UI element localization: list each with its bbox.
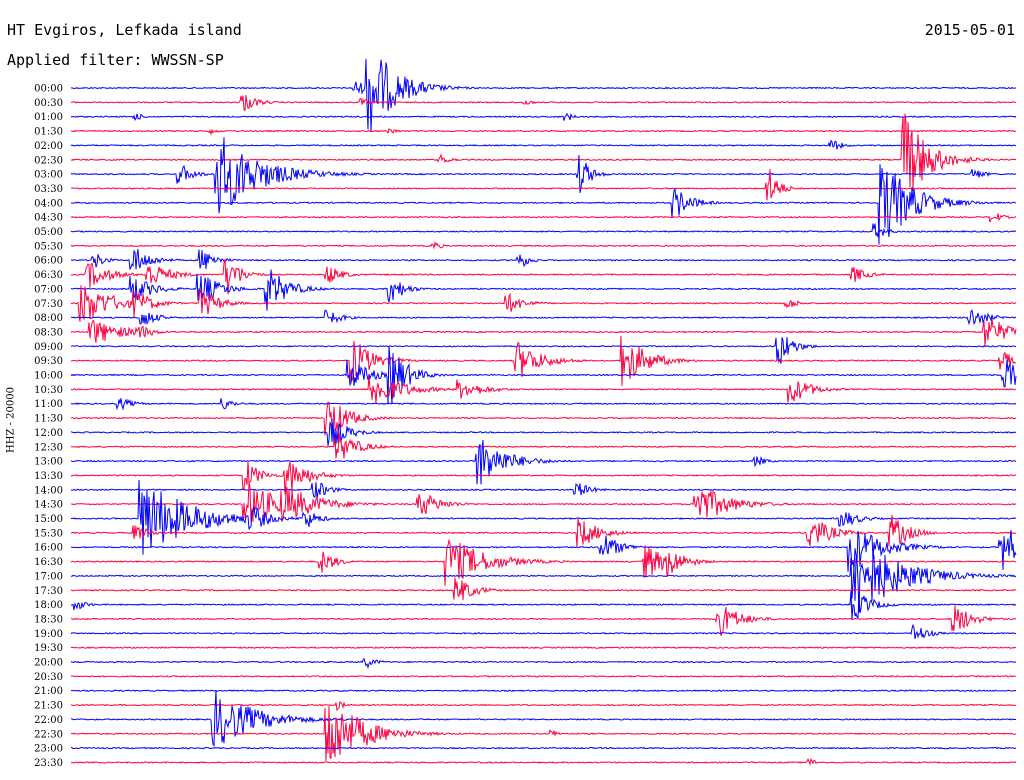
- tick-label-0400: 04:00: [34, 198, 63, 209]
- trace-line-1830: [70, 605, 1017, 636]
- tick-label-1200: 12:00: [34, 428, 63, 439]
- trace-line-1330: [70, 460, 1017, 495]
- tick-label-0100: 01:00: [34, 112, 63, 123]
- tick-label-0900: 09:00: [34, 342, 63, 353]
- tick-label-1300: 13:00: [34, 457, 63, 468]
- trace-line-0400: [71, 164, 1017, 245]
- trace-line-1030: [70, 375, 1017, 403]
- tick-label-0930: 09:30: [34, 356, 63, 367]
- tick-label-0630: 06:30: [34, 270, 63, 281]
- trace-line-2000: [70, 657, 1017, 669]
- trace-line-1730: [70, 577, 1017, 601]
- tick-label-2200: 22:00: [34, 715, 63, 726]
- trace-line-2100: [70, 689, 1017, 693]
- tick-label-1130: 11:30: [34, 414, 63, 425]
- trace-line-1900: [70, 623, 1017, 639]
- trace-line-0630: [70, 258, 1017, 295]
- tick-label-0530: 05:30: [34, 241, 63, 252]
- trace-line-1200: [70, 418, 1017, 446]
- trace-line-0130: [70, 128, 1017, 136]
- tick-label-0700: 07:00: [34, 284, 63, 295]
- tick-label-1530: 15:30: [34, 528, 63, 539]
- trace-line-1000: [70, 345, 1017, 405]
- trace-line-0330: [70, 169, 1017, 201]
- trace-line-2330: [70, 757, 1017, 766]
- tick-label-2000: 20:00: [34, 658, 63, 669]
- tick-label-1830: 18:30: [34, 614, 63, 625]
- tick-label-1930: 19:30: [34, 643, 63, 654]
- tick-label-1600: 16:00: [34, 543, 63, 554]
- trace-line-0830: [70, 318, 1017, 347]
- trace-line-2230: [71, 706, 1017, 761]
- trace-line-0030: [70, 94, 1017, 112]
- tick-label-0430: 04:30: [34, 213, 63, 224]
- tick-label-1400: 14:00: [34, 485, 63, 496]
- tick-label-1430: 14:30: [34, 500, 63, 511]
- chart-date: 2015-05-01: [924, 21, 1015, 39]
- tick-label-1100: 11:00: [34, 399, 63, 410]
- tick-label-1230: 12:30: [34, 442, 63, 453]
- trace-line-0230: [70, 113, 1017, 192]
- tick-label-0330: 03:30: [34, 184, 63, 195]
- trace-line-2300: [70, 746, 1017, 750]
- trace-line-0300: [70, 137, 1017, 214]
- trace-line-0500: [70, 223, 1017, 238]
- tick-label-0030: 00:30: [34, 98, 63, 109]
- tick-label-1730: 17:30: [34, 586, 63, 597]
- tick-label-0800: 08:00: [34, 313, 63, 324]
- trace-line-1600: [70, 530, 1017, 572]
- trace-line-0200: [70, 139, 1017, 150]
- tick-label-0600: 06:00: [34, 256, 63, 267]
- tick-label-1330: 13:30: [34, 471, 63, 482]
- tick-label-2130: 21:30: [34, 701, 63, 712]
- trace-line-1300: [70, 439, 1017, 485]
- trace-line-1100: [70, 398, 1017, 411]
- tick-label-1700: 17:00: [34, 571, 63, 582]
- tick-label-1500: 15:00: [34, 514, 63, 525]
- trace-line-1530: [70, 514, 1017, 548]
- tick-label-0200: 02:00: [34, 141, 63, 152]
- trace-line-1930: [70, 646, 1017, 649]
- tick-label-2300: 23:00: [34, 744, 63, 755]
- trace-line-0430: [70, 213, 1017, 223]
- trace-line-0730: [70, 285, 1017, 322]
- tick-label-0130: 01:30: [34, 127, 63, 138]
- trace-line-0100: [70, 112, 1017, 121]
- trace-line-1800: [71, 590, 1017, 620]
- trace-line-1130: [70, 401, 1017, 436]
- tick-label-1630: 16:30: [34, 557, 63, 568]
- tick-label-0300: 03:00: [34, 170, 63, 181]
- trace-line-2030: [70, 675, 1017, 678]
- trace-line-1630: [70, 538, 1017, 586]
- tick-label-0500: 05:00: [34, 227, 63, 238]
- tick-label-1000: 10:00: [34, 371, 63, 382]
- trace-line-0600: [70, 249, 1017, 270]
- trace-line-2200: [70, 690, 1016, 747]
- tick-label-1900: 19:00: [34, 629, 63, 640]
- trace-line-1230: [70, 431, 1017, 459]
- trace-line-0530: [70, 240, 1017, 250]
- tick-label-2100: 21:00: [34, 686, 63, 697]
- tick-label-0230: 02:30: [34, 155, 63, 166]
- trace-line-0800: [70, 309, 1017, 326]
- tick-label-0830: 08:30: [34, 327, 63, 338]
- filter-label: Applied filter: WWSSN-SP: [7, 51, 224, 69]
- trace-line-0700: [70, 269, 1017, 311]
- chart-title: HT Evgiros, Lefkada island: [7, 21, 242, 39]
- trace-line-0930: [70, 335, 1017, 386]
- tick-label-2330: 23:30: [34, 758, 63, 769]
- trace-line-0000: [70, 58, 1017, 132]
- tick-label-2030: 20:30: [34, 672, 63, 683]
- tick-label-1030: 10:30: [34, 385, 63, 396]
- trace-line-1400: [70, 482, 1017, 500]
- tick-label-1800: 18:00: [34, 600, 63, 611]
- trace-line-2130: [70, 700, 1017, 712]
- trace-line-0900: [71, 337, 1017, 364]
- tick-label-2230: 22:30: [34, 729, 63, 740]
- trace-line-1430: [70, 482, 1017, 523]
- trace-line-1500: [70, 479, 1017, 555]
- tick-label-0730: 07:30: [34, 299, 63, 310]
- tick-label-0000: 00:00: [34, 84, 63, 95]
